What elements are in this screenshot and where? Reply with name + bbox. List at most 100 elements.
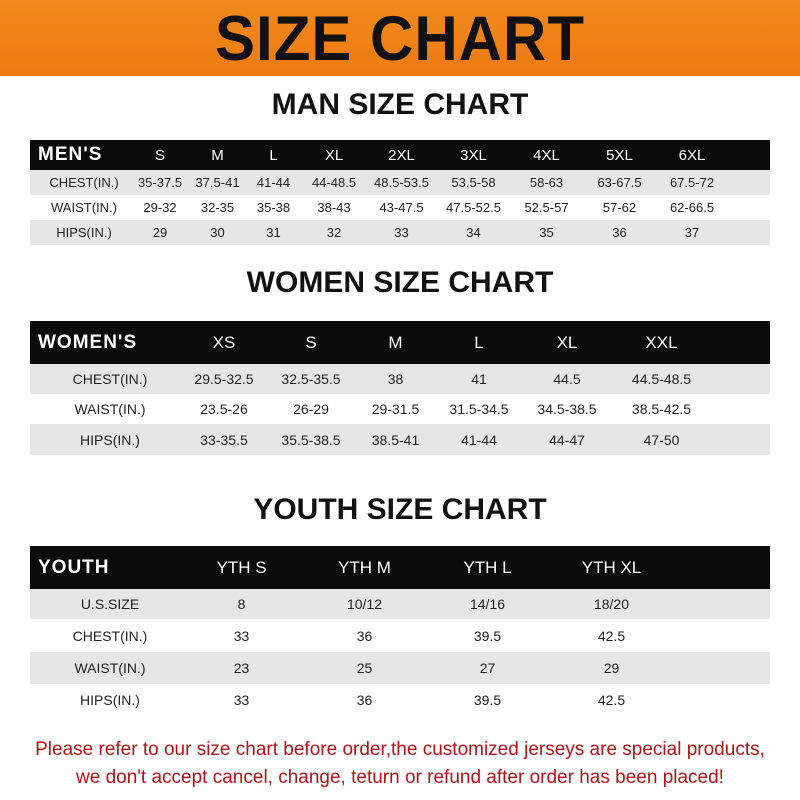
table-cell: 10/12	[303, 589, 426, 619]
table-cell: 37.5-41	[190, 170, 245, 195]
size-header: YTH S	[180, 546, 303, 589]
table-cell: 57-62	[583, 195, 656, 220]
size-header: XS	[180, 321, 268, 364]
table-cell: 32.5-35.5	[268, 364, 354, 394]
table-cell: 30	[190, 220, 245, 245]
table-cell: 39.5	[426, 619, 549, 652]
table-cell: 29	[549, 652, 674, 684]
table-cell: 18/20	[549, 589, 674, 619]
table-cell: 67.5-72	[656, 170, 728, 195]
table-cell: 48.5-53.5	[366, 170, 437, 195]
table-cell: 42.5	[549, 684, 674, 716]
table-cell: 26-29	[268, 394, 354, 424]
table-cell: 63-67.5	[583, 170, 656, 195]
table-cell: 52.5-57	[510, 195, 583, 220]
row-label: U.S.SIZE	[30, 589, 180, 619]
table-cell: 29-31.5	[354, 394, 437, 424]
youth-size-table: YOUTH YTH S YTH M YTH L YTH XL U.S.SIZE 8 10/12…	[30, 546, 770, 716]
size-header: YTH L	[426, 546, 549, 589]
table-cell: 32-35	[190, 195, 245, 220]
row-label: HIPS(IN.)	[30, 684, 180, 716]
size-header: XL	[302, 140, 366, 170]
size-header: 2XL	[366, 140, 437, 170]
table-cell: 35-37.5	[130, 170, 190, 195]
table-cell: 41-44	[245, 170, 302, 195]
notice-line: Please refer to our size chart before or…	[35, 739, 765, 760]
row-filler	[674, 589, 770, 619]
size-header: M	[354, 321, 437, 364]
table-cell: 23	[180, 652, 303, 684]
header-filler	[728, 140, 770, 170]
table-cell: 34	[437, 220, 510, 245]
row-label: WAIST(IN.)	[30, 394, 180, 424]
row-filler	[728, 170, 770, 195]
size-header: L	[437, 321, 521, 364]
row-label: WAIST(IN.)	[30, 652, 180, 684]
table-cell: 41-44	[437, 424, 521, 455]
table-cell: 32	[302, 220, 366, 245]
table-corner-label: YOUTH	[30, 546, 180, 589]
page-title: SIZE CHART	[215, 2, 585, 74]
table-cell: 35-38	[245, 195, 302, 220]
table-cell: 29-32	[130, 195, 190, 220]
table-cell: 58-63	[510, 170, 583, 195]
table-cell: 33	[180, 619, 303, 652]
row-label: WAIST(IN.)	[30, 195, 130, 220]
table-cell: 29.5-32.5	[180, 364, 268, 394]
table-cell: 47-50	[613, 424, 710, 455]
table-corner-label: MEN'S	[30, 140, 130, 170]
row-label: HIPS(IN.)	[30, 220, 130, 245]
size-header: XL	[521, 321, 613, 364]
table-cell: 39.5	[426, 684, 549, 716]
size-header: M	[190, 140, 245, 170]
size-header: YTH M	[303, 546, 426, 589]
size-header: S	[130, 140, 190, 170]
table-cell: 38.5-41	[354, 424, 437, 455]
row-filler	[728, 220, 770, 245]
row-filler	[728, 195, 770, 220]
table-cell: 43-47.5	[366, 195, 437, 220]
table-cell: 36	[303, 619, 426, 652]
table-cell: 62-66.5	[656, 195, 728, 220]
notice: Please refer to our size chart before or…	[0, 736, 800, 792]
table-cell: 44.5	[521, 364, 613, 394]
row-filler	[710, 364, 770, 394]
youth-heading: YOUTH SIZE CHART	[253, 493, 547, 526]
table-cell: 34.5-38.5	[521, 394, 613, 424]
women-size-table: WOMEN'S XS S M L XL XXL CHEST(IN.) 29.5-32.5 32.5…	[30, 321, 770, 455]
header-filler	[674, 546, 770, 589]
table-cell: 53.5-58	[437, 170, 510, 195]
size-header: 4XL	[510, 140, 583, 170]
table-cell: 36	[583, 220, 656, 245]
size-header: 3XL	[437, 140, 510, 170]
table-cell: 14/16	[426, 589, 549, 619]
table-cell: 31.5-34.5	[437, 394, 521, 424]
table-corner-label: WOMEN'S	[30, 321, 180, 364]
table-cell: 33-35.5	[180, 424, 268, 455]
table-cell: 35	[510, 220, 583, 245]
table-cell: 8	[180, 589, 303, 619]
row-label: CHEST(IN.)	[30, 619, 180, 652]
table-cell: 44-48.5	[302, 170, 366, 195]
table-cell: 41	[437, 364, 521, 394]
row-label: HIPS(IN.)	[30, 424, 180, 455]
table-cell: 27	[426, 652, 549, 684]
table-cell: 35.5-38.5	[268, 424, 354, 455]
table-cell: 47.5-52.5	[437, 195, 510, 220]
table-cell: 31	[245, 220, 302, 245]
table-cell: 44.5-48.5	[613, 364, 710, 394]
size-header: S	[268, 321, 354, 364]
table-cell: 36	[303, 684, 426, 716]
men-heading: MAN SIZE CHART	[271, 88, 529, 121]
size-header: YTH XL	[549, 546, 674, 589]
table-cell: 23.5-26	[180, 394, 268, 424]
size-header: 5XL	[583, 140, 656, 170]
table-cell: 42.5	[549, 619, 674, 652]
men-size-table: MEN'S S M L XL 2XL 3XL 4XL 5XL 6XL CHEST(IN.) 35-37…	[30, 140, 770, 245]
table-cell: 29	[130, 220, 190, 245]
table-cell: 38-43	[302, 195, 366, 220]
table-cell: 44-47	[521, 424, 613, 455]
row-filler	[674, 652, 770, 684]
table-cell: 33	[366, 220, 437, 245]
title-banner: SIZE CHART	[0, 0, 800, 76]
